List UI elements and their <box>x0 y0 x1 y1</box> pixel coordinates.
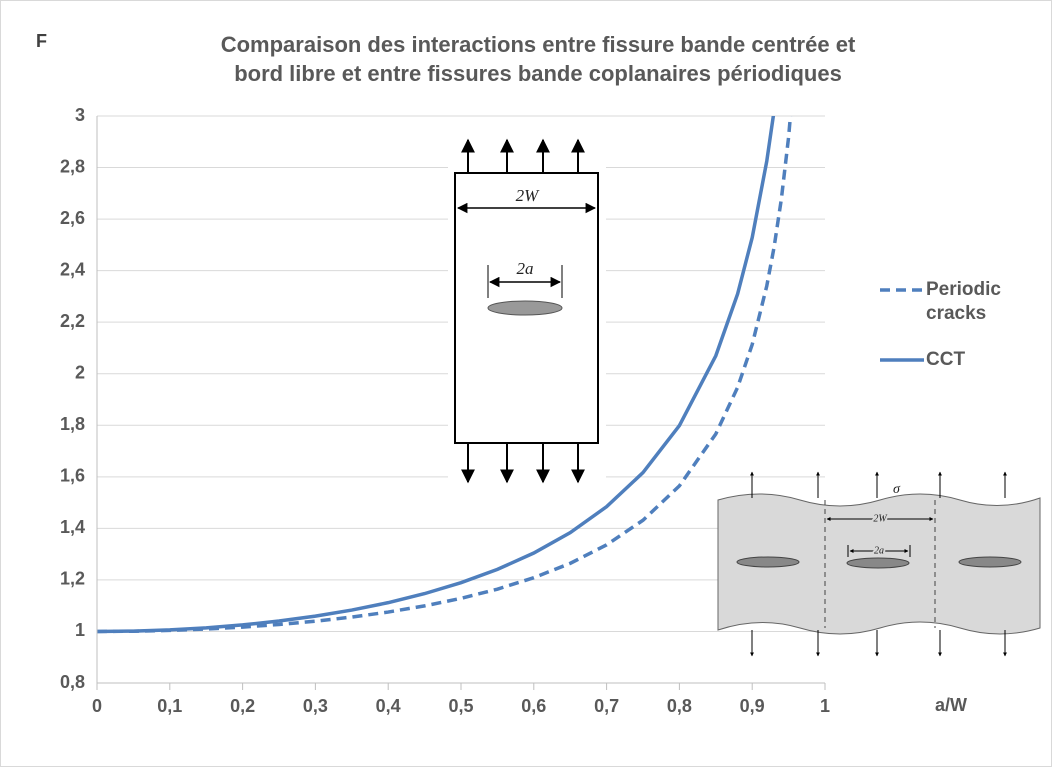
x-tick-label: 0,4 <box>376 696 401 716</box>
y-tick-label: 1,2 <box>60 569 85 589</box>
y-tick-label: 2 <box>75 362 85 382</box>
lines <box>97 116 793 634</box>
axes: 0,8 1 1,2 1,4 1,6 1,8 2 2,2 2,4 2,6 2,8 3 0 0,1 0,2 0,3… <box>60 105 830 716</box>
y-tick-label: 1,8 <box>60 414 85 434</box>
y-tick-label: 0,8 <box>60 672 85 692</box>
annotation: σ <box>893 482 901 497</box>
x-tick-label: 0,9 <box>740 696 765 716</box>
x-tick-label: 0 <box>92 696 102 716</box>
arrows <box>461 138 585 484</box>
legend-swatch <box>880 288 924 292</box>
annotation: 2a <box>517 259 534 278</box>
inset-periodic: σ 2W 2a <box>717 471 1041 657</box>
x-tick-label: 0,6 <box>521 696 546 716</box>
arrows <box>750 471 1007 657</box>
x-tick-label: 1 <box>820 696 830 716</box>
annotation: 2W <box>516 186 541 205</box>
y-tick-label: 2,4 <box>60 259 85 279</box>
x-tick-label: 0,3 <box>303 696 328 716</box>
legend-label: Periodic cracks <box>926 279 1001 324</box>
legend-item: CCT <box>880 348 1040 372</box>
y-tick-label: 1,6 <box>60 466 85 486</box>
x-tick-label: 0,5 <box>448 696 473 716</box>
x-tick-label: 0,8 <box>667 696 692 716</box>
y-tick-label: 1,4 <box>60 517 85 537</box>
y-tick-label: 2,6 <box>60 208 85 228</box>
legend-item: Periodic cracks <box>880 278 1040 326</box>
y-tick-label: 3 <box>75 105 85 125</box>
legend-label: CCT <box>926 349 966 370</box>
y-tick-label: 2,8 <box>60 156 85 176</box>
annotation: 2W <box>873 513 888 524</box>
x-axis-label: a/W <box>935 695 967 715</box>
panel-label: F <box>36 31 47 51</box>
series-line <box>97 116 776 634</box>
y-tick-label: 1 <box>75 620 85 640</box>
x-tick-label: 0,1 <box>157 696 182 716</box>
annotation: 2a <box>874 545 884 556</box>
y-tick-label: 2,2 <box>60 311 85 331</box>
x-tick-label: 0,7 <box>594 696 619 716</box>
inset-cct: 2W 2a <box>448 136 606 486</box>
legend-swatch <box>880 358 924 362</box>
legend: Periodic cracks CCT <box>880 278 1040 394</box>
chart-title: Comparaison des interactions entre fissu… <box>220 32 856 86</box>
x-tick-label: 0,2 <box>230 696 255 716</box>
series-line <box>97 116 793 634</box>
crack <box>487 300 563 316</box>
